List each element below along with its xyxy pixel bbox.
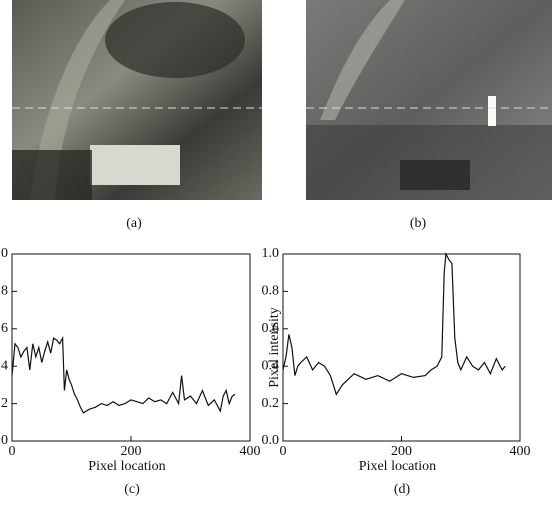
x-tick-label: 0 (280, 444, 287, 459)
image-a (12, 0, 262, 200)
y-tick-label: 0.8 (262, 284, 280, 299)
y-tick-label: 0.0 (0, 433, 8, 448)
y-axis-label: Pixel intensity (267, 307, 282, 388)
y-tick-label: 1.0 (0, 246, 8, 261)
x-tick-label: 200 (391, 444, 412, 459)
y-tick-label: 0.6 (262, 321, 280, 336)
x-axis-label: Pixel location (359, 459, 436, 474)
data-line (282, 251, 506, 396)
x-tick-label: 400 (510, 444, 531, 459)
caption: (b) (410, 216, 427, 231)
data-line (11, 335, 236, 414)
image-b (306, 0, 552, 200)
y-tick-label: 0.4 (0, 358, 8, 373)
x-tick-label: 200 (121, 444, 142, 459)
caption: (c) (124, 482, 140, 497)
y-tick-label: 0.6 (0, 321, 8, 336)
x-tick-label: 400 (240, 444, 261, 459)
y-tick-label: 0.2 (262, 396, 280, 411)
caption: (a) (126, 216, 142, 231)
plot-frame (11, 253, 251, 442)
y-tick-label: 0.2 (0, 396, 8, 411)
x-axis-label: Pixel location (88, 459, 165, 474)
y-tick-label: 0.4 (262, 358, 280, 373)
y-tick-label: 1.0 (262, 246, 280, 261)
y-tick-label: 0.0 (262, 433, 280, 448)
plot-frame (282, 253, 521, 442)
y-tick-label: 0.8 (0, 284, 8, 299)
caption: (d) (394, 482, 411, 497)
x-tick-label: 0 (9, 444, 16, 459)
